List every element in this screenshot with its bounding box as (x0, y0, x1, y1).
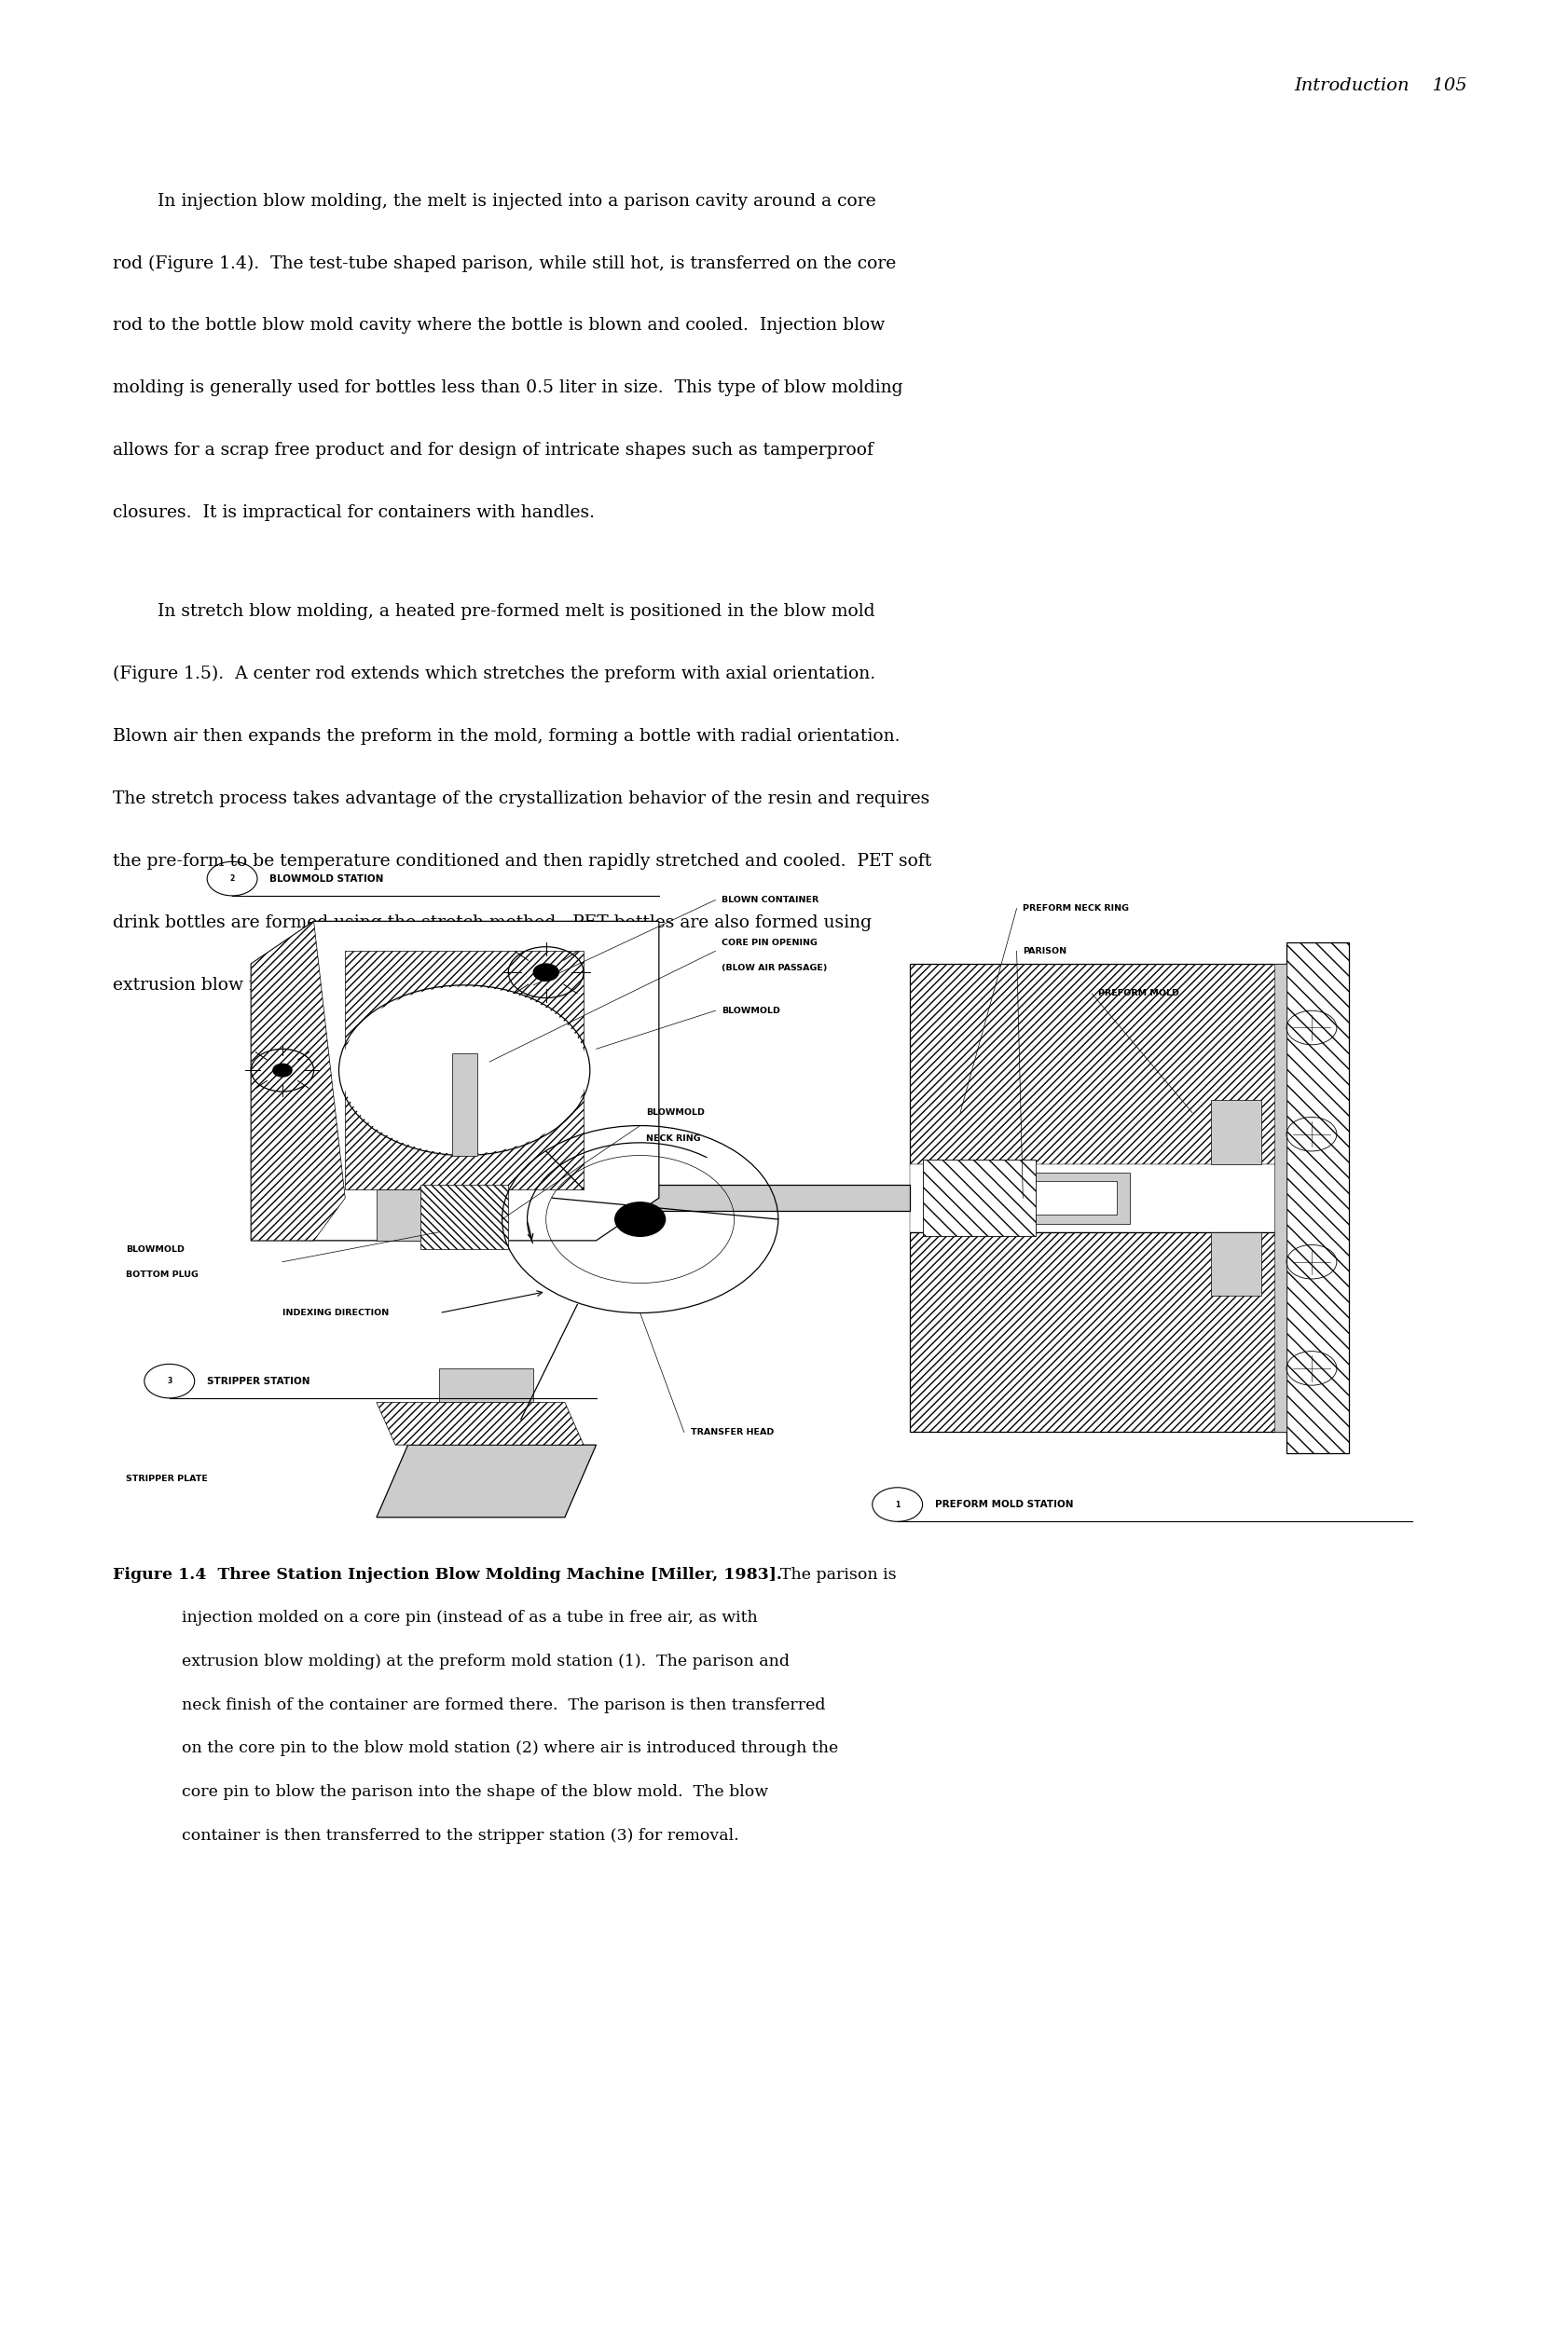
Circle shape (615, 1203, 665, 1236)
Text: Blown air then expands the preform in the mold, forming a bottle with radial ori: Blown air then expands the preform in th… (113, 728, 900, 745)
Bar (1273, 963, 1286, 1433)
Text: allows for a scrap free product and for design of intricate shapes such as tampe: allows for a scrap free product and for … (113, 442, 873, 458)
Text: (BLOW AIR PASSAGE): (BLOW AIR PASSAGE) (721, 963, 826, 972)
Bar (922, 1160, 1035, 1236)
Text: 3: 3 (166, 1377, 172, 1386)
Text: BOTTOM PLUG: BOTTOM PLUG (125, 1271, 198, 1278)
Bar (1210, 1099, 1261, 1163)
Text: NECK RING: NECK RING (646, 1135, 701, 1142)
Polygon shape (376, 1445, 596, 1517)
Text: 1: 1 (894, 1501, 900, 1508)
Text: closures.  It is impractical for containers with handles.: closures. It is impractical for containe… (113, 503, 594, 521)
Text: CORE PIN OPENING: CORE PIN OPENING (721, 937, 817, 947)
Text: BLOWN CONTAINER: BLOWN CONTAINER (721, 895, 818, 904)
Text: core pin to blow the parison into the shape of the blow mold.  The blow: core pin to blow the parison into the sh… (182, 1785, 768, 1799)
Text: In stretch blow molding, a heated pre-formed melt is positioned in the blow mold: In stretch blow molding, a heated pre-fo… (113, 604, 875, 620)
Text: PREFORM MOLD: PREFORM MOLD (1098, 989, 1179, 998)
Text: rod to the bottle blow mold cavity where the bottle is blown and cooled.  Inject: rod to the bottle blow mold cavity where… (113, 317, 884, 334)
Text: TRANSFER HEAD: TRANSFER HEAD (690, 1428, 773, 1435)
Bar (909, 963, 1286, 1163)
Text: The parison is: The parison is (770, 1567, 897, 1583)
Bar (452, 1052, 477, 1156)
Polygon shape (376, 1402, 583, 1445)
Text: container is then transferred to the stripper station (3) for removal.: container is then transferred to the str… (182, 1828, 739, 1844)
Text: injection molded on a core pin (instead of as a tube in free air, as with: injection molded on a core pin (instead … (182, 1611, 757, 1626)
Bar (376, 1189, 502, 1240)
Text: In injection blow molding, the melt is injected into a parison cavity around a c: In injection blow molding, the melt is i… (113, 193, 875, 209)
Text: extrusion blow molding) at the preform mold station (1).  The parison and: extrusion blow molding) at the preform m… (182, 1654, 789, 1670)
Text: BLOWMOLD: BLOWMOLD (646, 1109, 704, 1118)
Bar (960, 1182, 1116, 1214)
Bar (439, 1367, 533, 1402)
Text: neck finish of the container are formed there.  The parison is then transferred: neck finish of the container are formed … (182, 1696, 825, 1712)
Text: Introduction    105: Introduction 105 (1294, 78, 1466, 94)
Polygon shape (251, 921, 345, 1240)
Text: PREFORM NECK RING: PREFORM NECK RING (1022, 904, 1129, 914)
Text: BLOWMOLD: BLOWMOLD (721, 1005, 779, 1015)
Bar (909, 1165, 1286, 1231)
Text: (Figure 1.5).  A center rod extends which stretches the preform with axial orien: (Figure 1.5). A center rod extends which… (113, 665, 875, 684)
Circle shape (342, 987, 586, 1153)
Bar (941, 1172, 1129, 1224)
Text: 2: 2 (229, 874, 235, 883)
Text: STRIPPER STATION: STRIPPER STATION (207, 1377, 310, 1386)
Circle shape (533, 963, 558, 982)
Text: INDEXING DIRECTION: INDEXING DIRECTION (282, 1308, 389, 1318)
Circle shape (273, 1064, 292, 1076)
Text: on the core pin to the blow mold station (2) where air is introduced through the: on the core pin to the blow mold station… (182, 1741, 837, 1757)
Text: molding is generally used for bottles less than 0.5 liter in size.  This type of: molding is generally used for bottles le… (113, 378, 903, 397)
Text: The stretch process takes advantage of the crystallization behavior of the resin: The stretch process takes advantage of t… (113, 789, 930, 808)
Bar (1210, 1231, 1261, 1297)
Text: BLOWMOLD STATION: BLOWMOLD STATION (270, 874, 384, 883)
Text: STRIPPER PLATE: STRIPPER PLATE (125, 1475, 207, 1482)
Bar (583, 1186, 909, 1210)
Text: rod (Figure 1.4).  The test-tube shaped parison, while still hot, is transferred: rod (Figure 1.4). The test-tube shaped p… (113, 254, 895, 272)
Text: Figure 1.4  Three Station Injection Blow Molding Machine [Miller, 1983].: Figure 1.4 Three Station Injection Blow … (113, 1567, 782, 1583)
Text: drink bottles are formed using the stretch method.  PET bottles are also formed : drink bottles are formed using the stret… (113, 914, 872, 933)
Polygon shape (552, 1186, 583, 1210)
Text: PREFORM MOLD STATION: PREFORM MOLD STATION (935, 1501, 1073, 1508)
Bar (1286, 942, 1348, 1454)
Text: the pre-form to be temperature conditioned and then rapidly stretched and cooled: the pre-form to be temperature condition… (113, 853, 931, 869)
Text: extrusion blow molding.: extrusion blow molding. (113, 977, 326, 994)
Text: BLOWMOLD: BLOWMOLD (125, 1245, 183, 1254)
Polygon shape (345, 951, 583, 1189)
Polygon shape (251, 921, 659, 1240)
Bar (909, 1231, 1286, 1433)
Text: PARISON: PARISON (1022, 947, 1066, 956)
Bar (420, 1186, 508, 1250)
